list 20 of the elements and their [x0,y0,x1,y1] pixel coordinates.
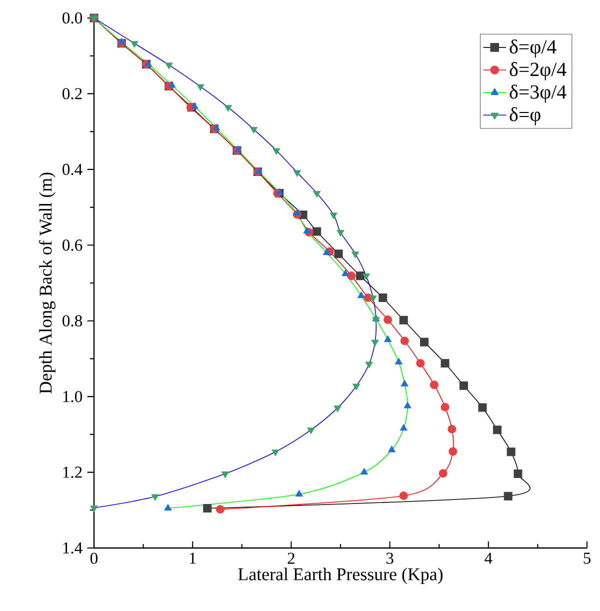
legend-label: δ=2φ/4 [510,62,566,80]
y-tick-label: 0.8 [62,315,82,326]
legend-label: δ=φ/4 [510,39,556,58]
y-tick-label: 0.4 [62,164,82,176]
legend-label: δ=3φ/4 [510,84,566,103]
x-tick-label: 2 [288,552,294,564]
y-tick-label: 0.6 [62,240,82,251]
x-tick-label: 3 [386,552,394,564]
y-tick-label: 1.4 [63,542,82,554]
y-tick-label: 0.2 [62,88,82,100]
legend-label: δ=φ [510,107,540,126]
x-tick-label: 1 [190,552,196,564]
x-tick-label: 4 [484,552,492,564]
y-axis-title: Depth Along Back of Wall (m) [38,172,56,394]
y-tick-label: 1.2 [63,466,82,478]
x-tick-label: 0 [90,552,98,564]
y-tick-label: 0.0 [62,12,82,24]
x-axis-title: Lateral Earth Pressure (Kpa) [238,568,443,584]
y-tick-label: 1.0 [63,390,82,402]
x-tick-label: 5 [584,552,590,564]
